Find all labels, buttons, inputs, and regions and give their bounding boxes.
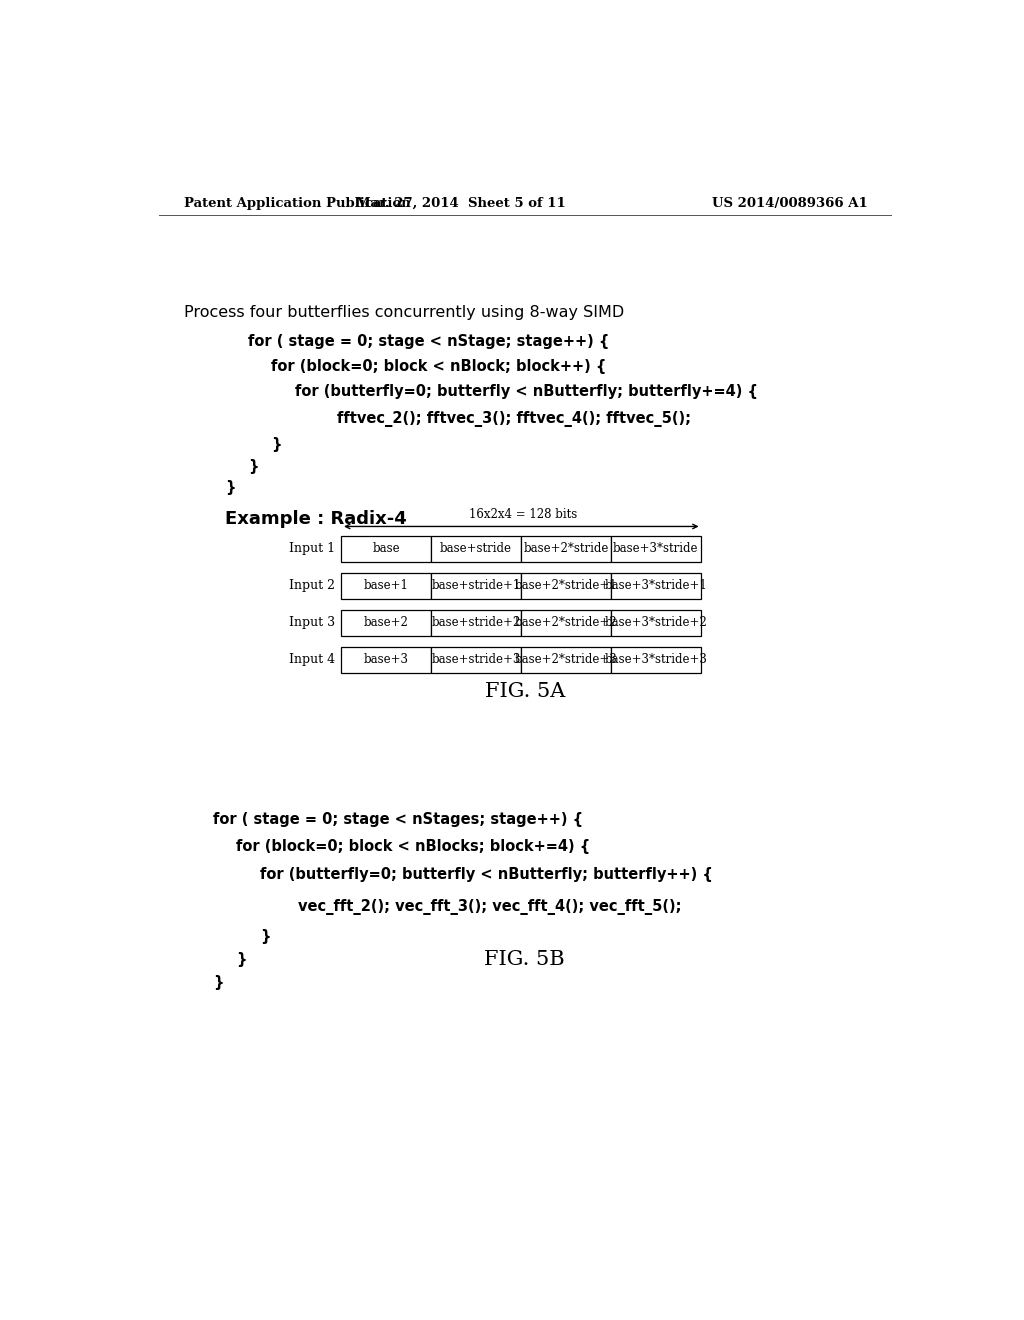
Bar [431, 647, 521, 673]
Text: base+stride+2: base+stride+2 [431, 616, 520, 630]
Bar [341, 536, 431, 562]
Text: base+2*stride+3: base+2*stride+3 [514, 653, 617, 667]
Text: }: } [271, 437, 282, 453]
Text: }: } [213, 974, 224, 990]
Text: base+3*stride: base+3*stride [613, 543, 698, 556]
Bar [611, 573, 700, 599]
Text: FIG. 5A: FIG. 5A [484, 681, 565, 701]
Text: base+2: base+2 [364, 616, 409, 630]
Text: base+stride: base+stride [440, 543, 512, 556]
Text: Process four butterflies concurrently using 8-way SIMD: Process four butterflies concurrently us… [183, 305, 624, 319]
Text: base+2*stride: base+2*stride [523, 543, 608, 556]
Text: for ( stage = 0; stage < nStages; stage++) {: for ( stage = 0; stage < nStages; stage+… [213, 812, 584, 826]
Text: base+stride+3: base+stride+3 [431, 653, 520, 667]
Text: Example : Radix-4: Example : Radix-4 [225, 510, 407, 528]
Text: FIG. 5B: FIG. 5B [484, 949, 565, 969]
Text: US 2014/0089366 A1: US 2014/0089366 A1 [713, 197, 868, 210]
Bar [611, 647, 700, 673]
Text: for (butterfly=0; butterfly < nButterfly; butterfly++) {: for (butterfly=0; butterfly < nButterfly… [260, 867, 713, 882]
Bar [611, 610, 700, 636]
Text: Input 4: Input 4 [289, 653, 335, 667]
Bar [431, 610, 521, 636]
Text: Input 1: Input 1 [289, 543, 335, 556]
Text: Mar. 27, 2014  Sheet 5 of 11: Mar. 27, 2014 Sheet 5 of 11 [356, 197, 566, 210]
Text: base+3: base+3 [364, 653, 409, 667]
Text: Input 2: Input 2 [289, 579, 335, 593]
Text: base+1: base+1 [364, 579, 409, 593]
Bar [431, 573, 521, 599]
Text: for (block=0; block < nBlock; block++) {: for (block=0; block < nBlock; block++) { [271, 359, 607, 374]
Text: fftvec_2(); fftvec_3(); fftvec_4(); fftvec_5();: fftvec_2(); fftvec_3(); fftvec_4(); fftv… [337, 411, 691, 426]
Text: for ( stage = 0; stage < nStage; stage++) {: for ( stage = 0; stage < nStage; stage++… [248, 334, 609, 350]
Bar [521, 610, 611, 636]
Bar [521, 573, 611, 599]
Text: }: } [237, 952, 247, 966]
Text: base+3*stride+3: base+3*stride+3 [604, 653, 708, 667]
Text: }: } [260, 928, 270, 944]
Bar [611, 536, 700, 562]
Bar [521, 536, 611, 562]
Bar [431, 536, 521, 562]
Text: base+3*stride+1: base+3*stride+1 [604, 579, 708, 593]
Text: Patent Application Publication: Patent Application Publication [183, 197, 411, 210]
Text: 16x2x4 = 128 bits: 16x2x4 = 128 bits [469, 508, 578, 521]
Text: vec_fft_2(); vec_fft_3(); vec_fft_4(); vec_fft_5();: vec_fft_2(); vec_fft_3(); vec_fft_4(); v… [299, 899, 682, 915]
Bar [341, 610, 431, 636]
Text: Input 3: Input 3 [289, 616, 335, 630]
Text: base: base [373, 543, 400, 556]
Text: }: } [248, 459, 259, 474]
Text: base+2*stride+1: base+2*stride+1 [515, 579, 617, 593]
Text: }: } [225, 480, 236, 495]
Bar [341, 573, 431, 599]
Bar [341, 647, 431, 673]
Text: base+3*stride+2: base+3*stride+2 [604, 616, 708, 630]
Text: base+2*stride+2: base+2*stride+2 [515, 616, 617, 630]
Text: base+stride+1: base+stride+1 [431, 579, 520, 593]
Text: for (butterfly=0; butterfly < nButterfly; butterfly+=4) {: for (butterfly=0; butterfly < nButterfly… [295, 384, 758, 399]
Bar [521, 647, 611, 673]
Text: for (block=0; block < nBlocks; block+=4) {: for (block=0; block < nBlocks; block+=4)… [237, 840, 591, 854]
